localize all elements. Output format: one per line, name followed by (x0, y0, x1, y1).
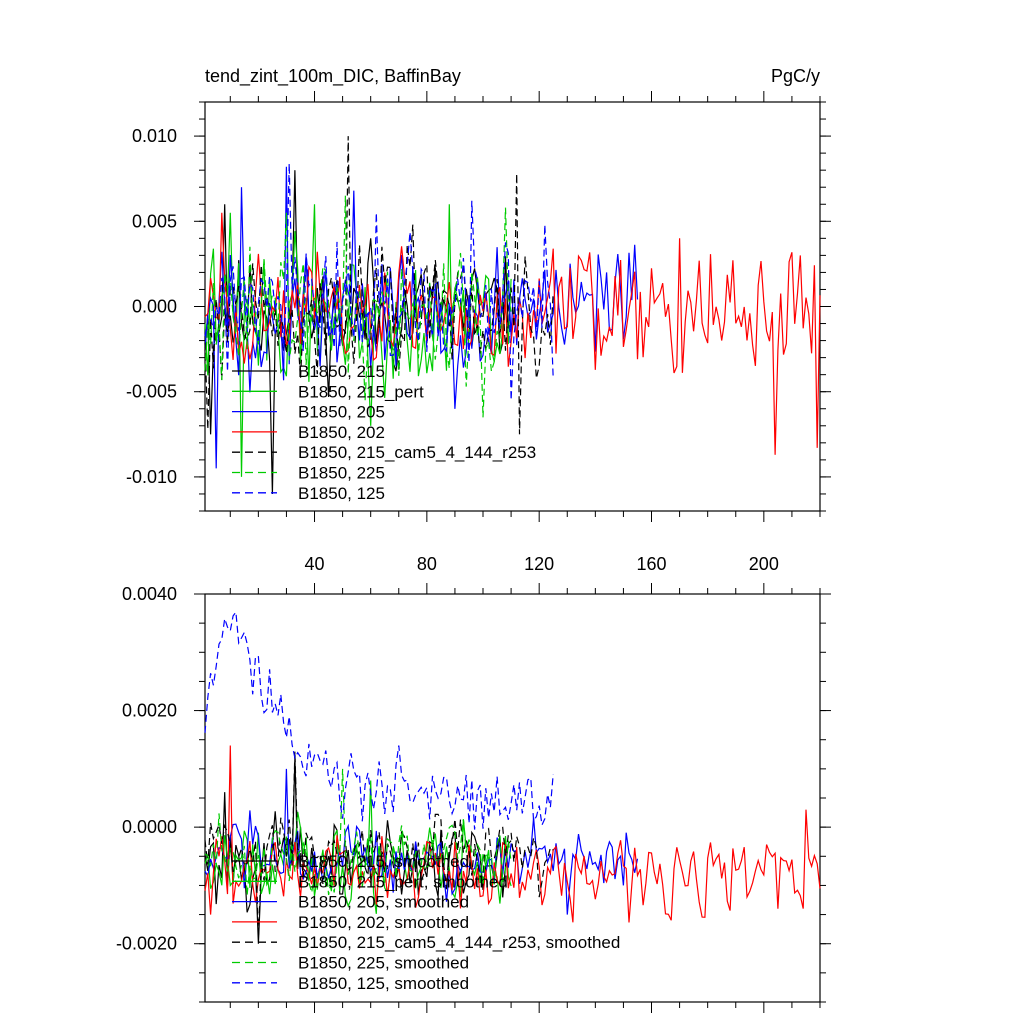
legend-label-4: B1850, 215_cam5_4_144_r253, smoothed (298, 933, 620, 952)
bottom-panel: 0.0040 0.0020 0.0000 -0.0020 B1850, 215, sm… (116, 583, 831, 1013)
top-chart-title: tend_zint_100m_DIC, BaffinBay (205, 66, 461, 87)
legend-label-6: B1850, 125 (298, 484, 385, 503)
top-series-group (204, 136, 821, 495)
legend-label-3: B1850, 202 (298, 423, 385, 442)
series-line-4 (204, 751, 554, 938)
y-tick-label: -0.005 (126, 382, 177, 402)
legend-label-3: B1850, 202, smoothed (298, 913, 469, 932)
y-tick-label: 0.0020 (122, 701, 177, 721)
y-tick-label: -0.010 (126, 467, 177, 487)
legend-label-2: B1850, 205, smoothed (298, 893, 469, 912)
series-line-4 (204, 136, 554, 435)
y-tick-label: 0.010 (132, 126, 177, 146)
legend-label-1: B1850, 215_pert (298, 382, 424, 401)
legend-label-5: B1850, 225, smoothed (298, 954, 469, 973)
x-tick-label: 80 (417, 554, 437, 574)
legend-label-6: B1850, 125, smoothed (298, 974, 469, 993)
top-axis-ticks: 40 80 120 160 200 0.010 0.005 0.000 -0.005 -0.010 (126, 91, 831, 574)
top-chart-units: PgC/y (771, 66, 820, 86)
x-tick-label: 160 (636, 554, 666, 574)
bottom-axis-ticks: 0.0040 0.0020 0.0000 -0.0020 (116, 583, 831, 1013)
y-tick-label: 0.0000 (122, 817, 177, 837)
series-line-6 (204, 163, 554, 401)
legend-label-2: B1850, 205 (298, 403, 385, 422)
y-tick-label: 0.005 (132, 211, 177, 231)
y-tick-label: 0.000 (132, 297, 177, 317)
legend-label-0: B1850, 215 (298, 362, 385, 381)
y-tick-label: 0.0040 (122, 584, 177, 604)
y-tick-label: -0.0020 (116, 934, 177, 954)
x-tick-label: 200 (749, 554, 779, 574)
x-tick-label: 120 (524, 554, 554, 574)
x-tick-label: 40 (305, 554, 325, 574)
series-line-3 (204, 212, 821, 455)
series-line-6 (204, 610, 554, 830)
series-line-3 (204, 745, 821, 923)
legend-label-0: B1850, 215, smoothed (298, 852, 469, 871)
top-panel: tend_zint_100m_DIC, BaffinBay PgC/y 40 80… (126, 66, 831, 574)
legend-label-4: B1850, 215_cam5_4_144_r253 (298, 443, 536, 462)
legend-label-5: B1850, 225 (298, 464, 385, 483)
series-line-5 (204, 768, 512, 896)
legend-label-1: B1850, 215_pert, smoothed (298, 872, 508, 891)
